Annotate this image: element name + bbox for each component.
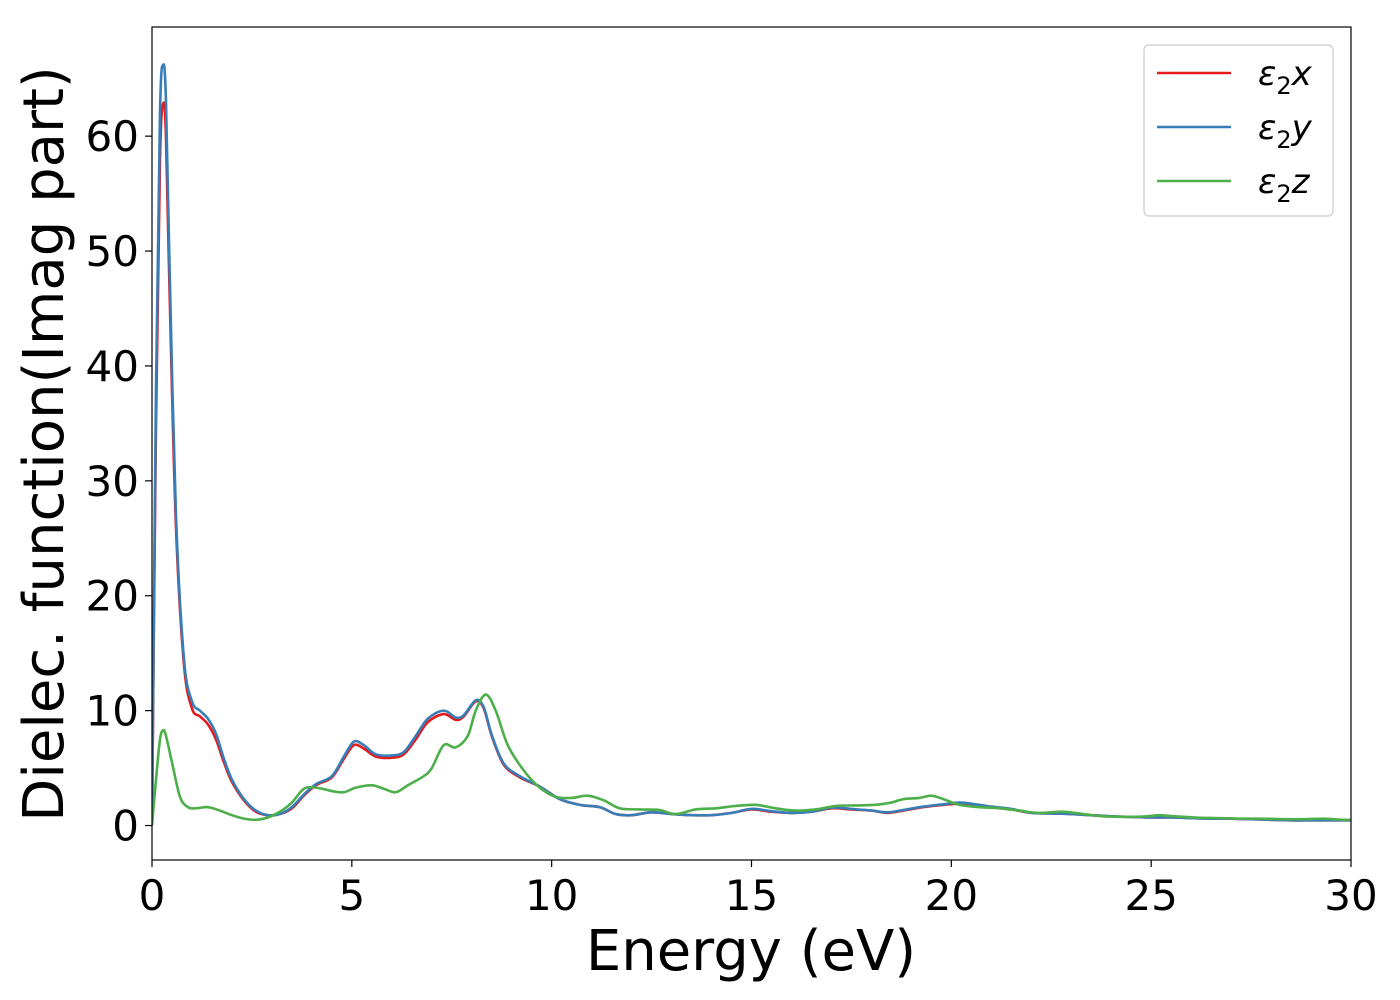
legend-symbol: ε [1258, 108, 1276, 148]
legend-subscript: 2 [1276, 72, 1291, 100]
legend-box [1143, 44, 1334, 217]
x-axis-ticks: 0 5 10 15 20 25 30 [139, 860, 1378, 920]
x-axis-label: Energy (eV) [586, 919, 916, 984]
plot-lines [152, 63, 1351, 826]
x-tick-label: 30 [1324, 871, 1377, 920]
y-tick-label: 50 [86, 227, 139, 276]
legend-variable: x [1291, 54, 1313, 94]
legend-label-z: ε2z [1258, 162, 1311, 208]
x-tick-label: 5 [338, 871, 365, 920]
x-tick-label: 10 [525, 871, 578, 920]
legend-symbol: ε [1258, 162, 1276, 202]
x-tick-label: 15 [725, 871, 778, 920]
y-axis-ticks: 0 10 20 30 40 50 60 [86, 112, 152, 851]
y-tick-label: 20 [86, 572, 139, 621]
y-tick-label: 0 [112, 802, 139, 851]
y-tick-label: 30 [86, 457, 139, 506]
y-tick-label: 10 [86, 687, 139, 736]
legend-label-x: ε2x [1258, 54, 1313, 100]
legend-symbol: ε [1258, 54, 1276, 94]
y-tick-label: 40 [86, 342, 139, 391]
series-line-z [152, 693, 1351, 826]
legend-subscript: 2 [1276, 180, 1291, 208]
x-tick-label: 0 [139, 871, 166, 920]
y-tick-label: 60 [86, 112, 139, 161]
legend-subscript: 2 [1276, 126, 1291, 154]
x-tick-label: 20 [925, 871, 978, 920]
legend-variable: z [1291, 162, 1311, 202]
legend-label-y: ε2y [1258, 108, 1313, 154]
y-axis-label: Dielec. function(Imag part) [12, 66, 77, 822]
legend-variable: y [1291, 108, 1313, 148]
x-tick-label: 25 [1124, 871, 1177, 920]
